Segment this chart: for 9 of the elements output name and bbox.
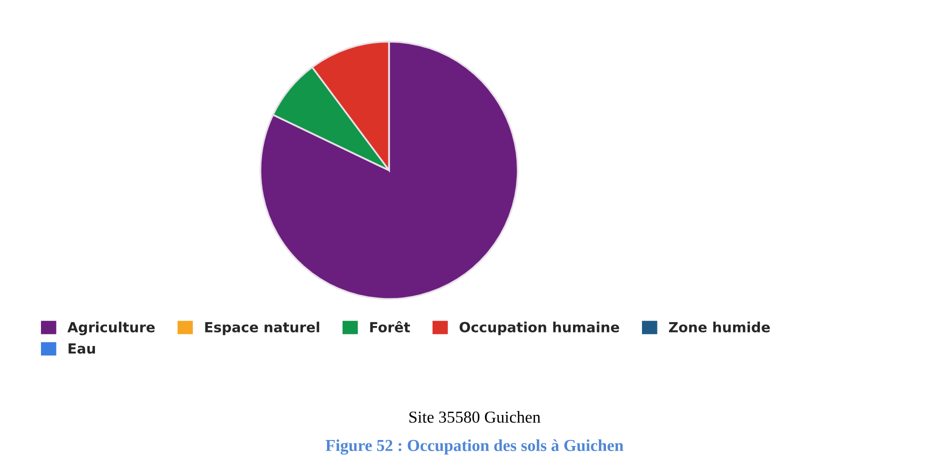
legend-label: Occupation humaine	[460, 322, 620, 336]
legend-label: Agriculture	[67, 322, 155, 336]
legend-label: Eau	[68, 343, 95, 354]
legend-label: Espace naturel	[205, 322, 320, 336]
legend-label: Forêt	[370, 321, 410, 332]
text: Site 35580 Guichen	[409, 411, 540, 423]
legend-label: Zone humide	[668, 322, 770, 332]
text: Figure 52 : Occupation des sols à Guichen	[326, 439, 624, 455]
pie-slice	[260, 40, 519, 300]
